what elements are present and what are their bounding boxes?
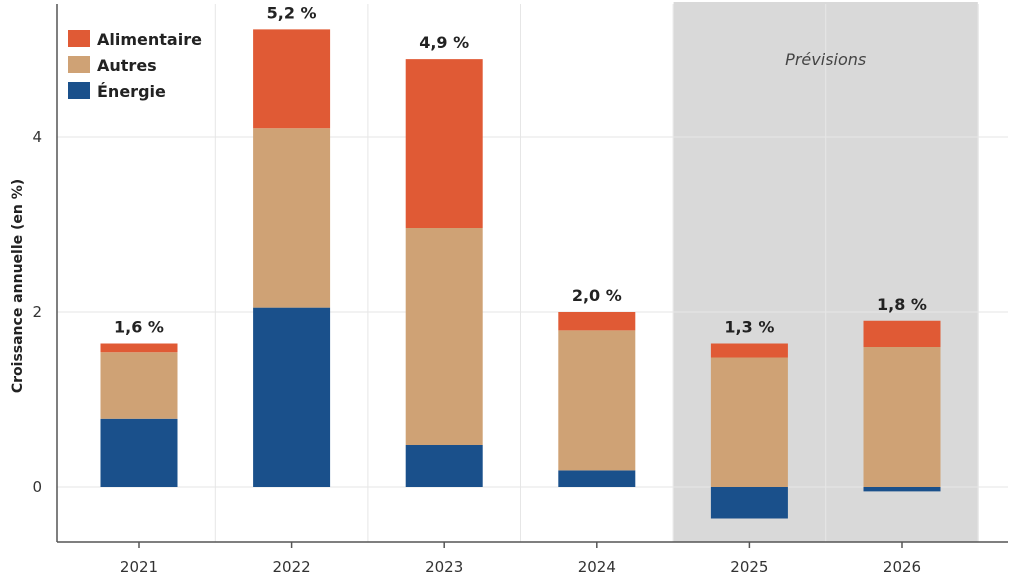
legend-swatch-energie [68, 82, 90, 99]
legend-swatch-autres [68, 56, 90, 73]
total-label-2022: 5,2 % [267, 3, 317, 22]
bar-segment-autres-2023 [405, 228, 483, 445]
legend-label-alimentaire: Alimentaire [97, 30, 202, 49]
bar-segment-energie-2021 [100, 418, 178, 487]
bar-segment-alimentaire-2026 [863, 320, 941, 347]
gridlines [57, 4, 1008, 542]
total-label-2025: 1,3 % [724, 318, 774, 337]
total-label-2026: 1,8 % [877, 295, 927, 314]
y-tick-label: 4 [32, 128, 42, 146]
x-tick-label-2026: 2026 [883, 558, 921, 576]
bar-segment-alimentaire-2023 [405, 59, 483, 228]
legend-swatch-alimentaire [68, 30, 90, 47]
bar-segment-autres-2021 [100, 352, 178, 419]
legend-label-autres: Autres [97, 56, 157, 75]
y-tick-label: 2 [32, 303, 42, 321]
bar-segment-autres-2026 [863, 347, 941, 487]
bar-segment-autres-2022 [253, 128, 331, 308]
bar-segment-energie-2026 [863, 487, 941, 492]
bar-segment-energie-2023 [405, 445, 483, 487]
x-tick-label-2021: 2021 [120, 558, 158, 576]
bar-segment-energie-2025 [710, 487, 788, 519]
bar-segment-energie-2024 [558, 470, 636, 487]
bar-segment-alimentaire-2024 [558, 312, 636, 331]
x-tick-label-2024: 2024 [578, 558, 616, 576]
total-label-2024: 2,0 % [572, 286, 622, 305]
x-tick-label-2025: 2025 [730, 558, 768, 576]
y-axis-title: Croissance annuelle (en %) [10, 179, 26, 393]
legend-label-energie: Énergie [97, 82, 166, 101]
legend: Alimentaire Autres Énergie [68, 30, 202, 101]
total-label-2023: 4,9 % [419, 33, 469, 52]
total-label-2021: 1,6 % [114, 318, 164, 337]
x-tick-label-2022: 2022 [273, 558, 311, 576]
x-tick-label-2023: 2023 [425, 558, 463, 576]
bar-segment-alimentaire-2021 [100, 343, 178, 353]
bar-segment-alimentaire-2022 [253, 29, 331, 129]
bars [100, 29, 941, 519]
y-tick-label: 0 [32, 478, 42, 496]
data-labels: 1,6 % 5,2 % 4,9 % 2,0 % 1,3 % 1,8 % [114, 3, 927, 336]
bar-segment-alimentaire-2025 [710, 343, 788, 358]
bar-segment-energie-2022 [253, 307, 331, 487]
bar-segment-autres-2025 [710, 357, 788, 487]
axes: 0 2 4 2021 2022 2023 2024 2025 2026 [32, 4, 1008, 576]
bar-segment-autres-2024 [558, 330, 636, 471]
